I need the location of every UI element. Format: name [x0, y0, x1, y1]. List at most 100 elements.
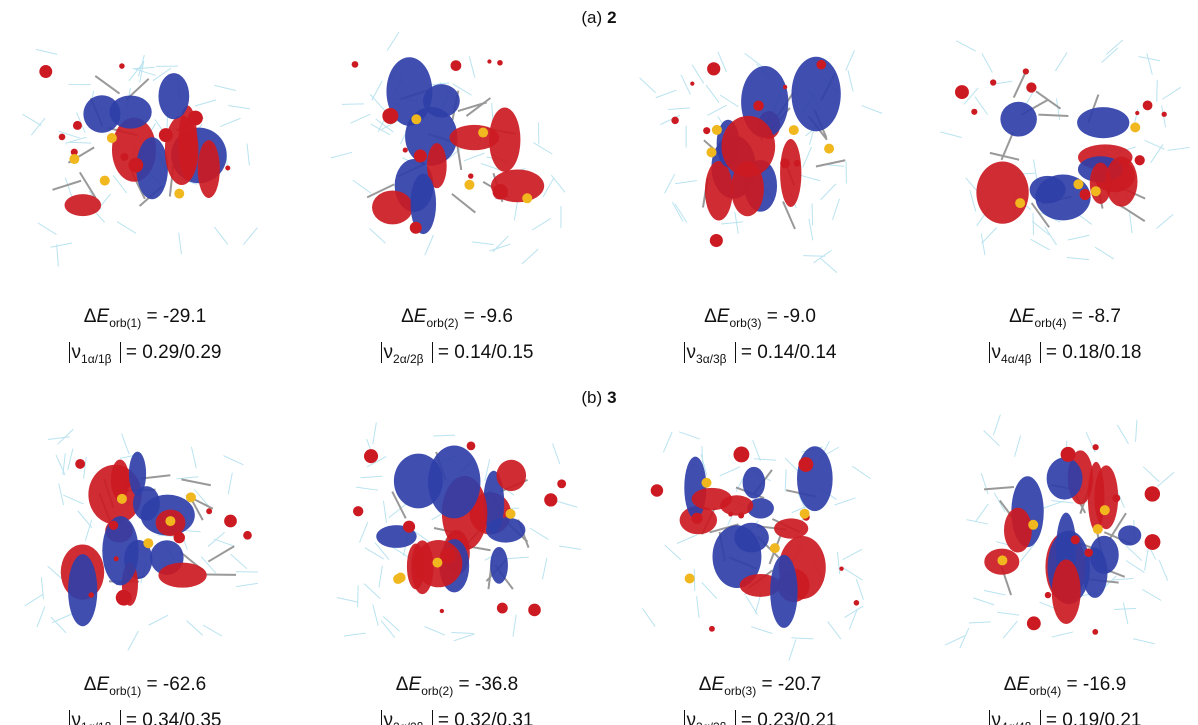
ligand-bond: [675, 181, 697, 184]
droplet-red: [544, 493, 557, 506]
sulfur-atom: [411, 114, 421, 124]
droplet-red: [352, 61, 359, 68]
ligand-bond: [203, 625, 222, 636]
energy-line: ΔEorb(2) = -9.6: [307, 302, 607, 338]
droplet-red: [174, 532, 185, 543]
eigenvalue: 0.23/0.21: [757, 710, 836, 725]
compound-number: 3: [607, 388, 616, 407]
droplet-red: [557, 479, 566, 488]
energy-symbol: E: [1017, 674, 1030, 695]
ligand-bond: [789, 639, 796, 660]
ligand-bond: [994, 493, 1005, 512]
ligand-bond: [692, 65, 704, 84]
ligand-bond: [1133, 639, 1154, 644]
droplet-red: [1080, 189, 1091, 200]
lobe-blue: [133, 486, 160, 521]
sulfur-atom: [506, 509, 516, 519]
droplet-red: [224, 515, 237, 528]
lobe-blue: [770, 555, 797, 628]
eigenvalue: 0.32/0.31: [454, 710, 533, 725]
ligand-bond: [383, 617, 399, 632]
eigenvalue-line: ν1α/1β = 0.34/0.35: [0, 706, 295, 725]
ligand-bond: [862, 106, 883, 114]
ligand-bond: [721, 222, 743, 224]
ligand-bond: [543, 178, 554, 197]
ligand-bond: [57, 429, 73, 444]
droplet-red: [493, 184, 508, 199]
orbital-subscript: orb(4): [1034, 316, 1066, 330]
droplet-red: [468, 173, 473, 178]
equals-sign: =: [741, 342, 752, 363]
droplet-red: [709, 626, 715, 632]
ligand-bond: [665, 174, 675, 193]
ligand-bond: [791, 638, 813, 639]
lobe-red: [774, 518, 808, 538]
eigenvalue-line: ν1α/1β = 0.29/0.29: [0, 338, 295, 374]
energy-value: -16.9: [1083, 674, 1126, 695]
sulfur-atom: [1091, 186, 1101, 196]
ligand-bond: [844, 568, 863, 580]
ligand-bond: [52, 614, 72, 623]
ligand-bond: [821, 184, 836, 200]
sulfur-atom: [100, 176, 110, 186]
eigenvalue-line: ν2α/2β = 0.32/0.31: [307, 706, 607, 725]
droplet-red: [1145, 486, 1160, 501]
eigenvalue: 0.14/0.15: [454, 342, 533, 363]
sulfur-atom: [770, 543, 780, 553]
ligand-bond: [228, 473, 232, 495]
ligand-bond: [803, 147, 812, 167]
absolute-value: ν3α/3β: [684, 710, 736, 725]
ligand-bond: [844, 606, 863, 617]
ligand-bond: [128, 631, 139, 650]
nu-symbol: ν: [687, 710, 697, 725]
ligand-bond: [672, 202, 683, 221]
orbital-image: [322, 412, 592, 662]
energy-symbol: E: [717, 306, 730, 327]
core-bond: [95, 76, 119, 94]
orbital-subscript: orb(3): [729, 316, 761, 330]
droplet-red: [440, 609, 444, 613]
ligand-bond: [679, 432, 700, 439]
lobe-red: [496, 460, 526, 491]
ligand-bond: [223, 456, 243, 465]
ligand-bond: [195, 100, 216, 106]
ligand-bond: [360, 522, 368, 542]
orbital-caption: ΔEorb(1) = -29.1ν1α/1β = 0.29/0.29: [0, 302, 295, 374]
ligand-bond: [751, 627, 772, 634]
ligand-bond: [37, 607, 45, 628]
lobe-red: [705, 161, 733, 220]
ligand-bond: [837, 552, 839, 574]
ligand-bond: [1031, 239, 1050, 250]
energy-value: -29.1: [163, 306, 206, 327]
nu-subscript: 1α/1β: [81, 720, 112, 725]
ligand-bond: [351, 114, 371, 123]
ligand-bond: [1143, 467, 1159, 482]
ligand-bond: [451, 632, 473, 633]
ligand-bond: [981, 233, 985, 255]
ligand-bond: [381, 620, 395, 637]
lobe-blue: [797, 446, 833, 511]
sulfur-atom: [789, 125, 799, 135]
orbital-caption: ΔEorb(4) = -16.9ν4α/4β = 0.19/0.21: [915, 670, 1198, 725]
ligand-bond: [1142, 589, 1161, 600]
ligand-bond: [186, 620, 202, 635]
ligand-bond: [1129, 211, 1132, 233]
sulfur-atom: [174, 189, 184, 199]
sulfur-atom: [186, 492, 196, 502]
sulfur-atom: [800, 509, 810, 519]
droplet-red: [816, 60, 826, 70]
lobe-blue: [68, 554, 97, 626]
energy-line: ΔEorb(3) = -20.7: [610, 670, 910, 706]
orbital-caption: ΔEorb(1) = -62.6ν1α/1β = 0.34/0.35: [0, 670, 295, 725]
ligand-bond: [1052, 632, 1073, 637]
equals-sign: =: [126, 710, 137, 725]
equals-sign: =: [126, 342, 137, 363]
ligand-bond: [59, 484, 64, 505]
droplet-red: [955, 85, 969, 99]
ligand-bond: [214, 539, 235, 546]
energy-value: -36.8: [475, 674, 518, 695]
droplet-red: [738, 512, 744, 518]
energy-value: -9.6: [480, 306, 513, 327]
lobe-red: [165, 116, 199, 185]
ligand-bond: [493, 236, 508, 252]
